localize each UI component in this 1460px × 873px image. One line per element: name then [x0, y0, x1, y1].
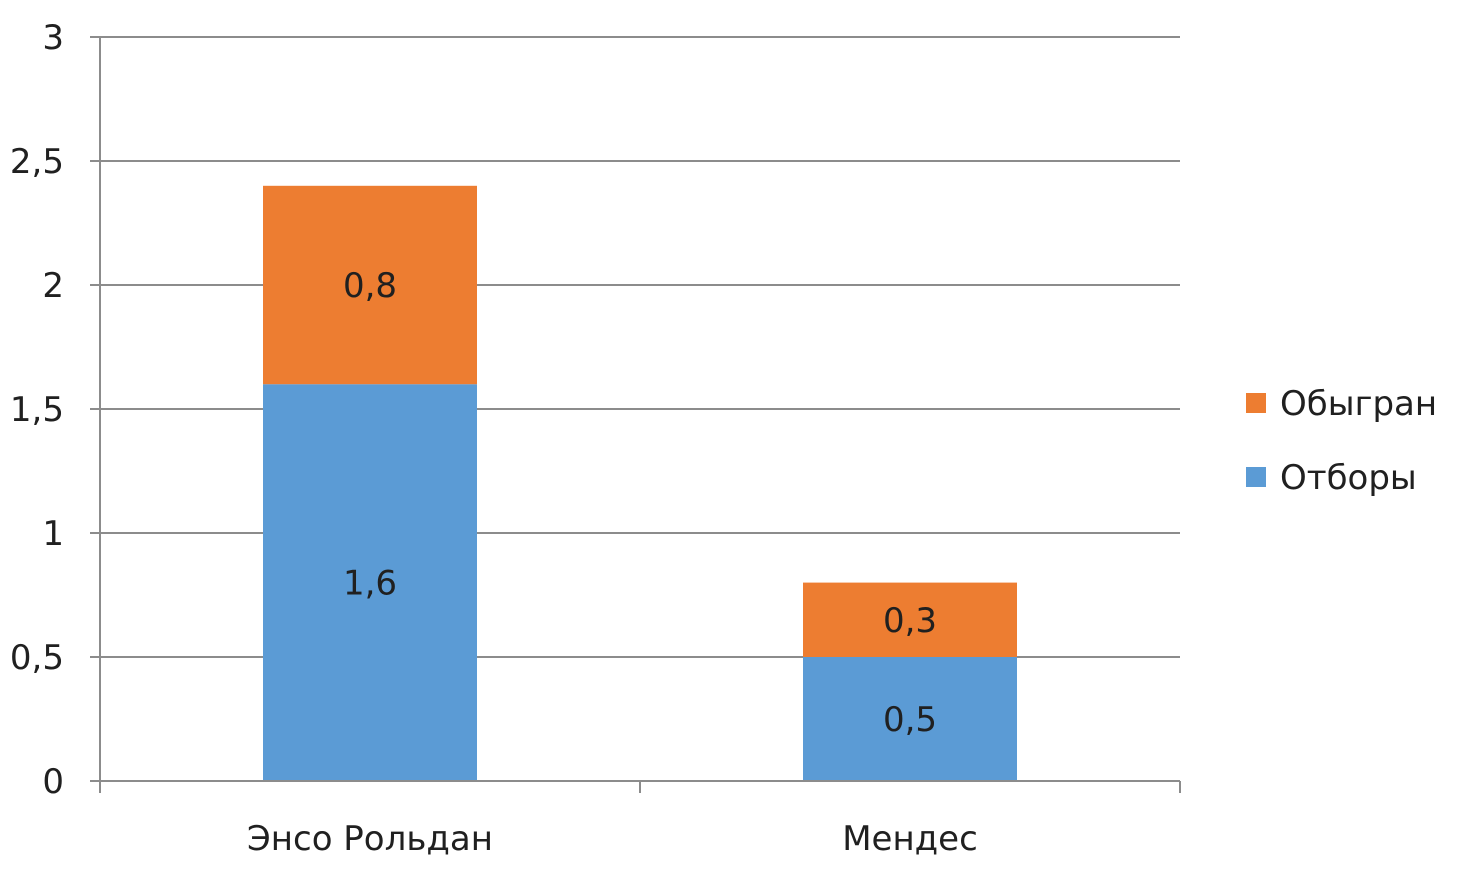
y-tick-label: 1,5: [10, 390, 64, 430]
y-tick-label: 0,5: [10, 638, 64, 678]
y-tick-label: 2: [42, 266, 64, 306]
y-tick-label: 3: [42, 18, 64, 58]
data-label: 1,6: [343, 564, 397, 604]
x-tick-label: Мендес: [842, 819, 978, 859]
bar-segment: [803, 657, 1017, 781]
legend-label: Отборы: [1280, 458, 1417, 498]
bars: 1,6 0,8 0,5 0,3: [263, 185, 1017, 781]
axes: [99, 37, 1181, 793]
y-tick-label: 1: [42, 514, 64, 554]
gridlines: [100, 36, 1180, 658]
legend: Обыгран Отборы: [1246, 384, 1437, 498]
data-label: 0,5: [883, 700, 937, 740]
y-tick-label: 2,5: [10, 142, 64, 182]
bar-segment: [263, 384, 477, 781]
legend-swatch: [1246, 393, 1266, 413]
bar-segment: [263, 185, 477, 385]
x-tick-label: Энсо Рольдан: [247, 819, 493, 859]
y-axis-ticks: 0 0,5 1 1,5 2 2,5 3: [10, 18, 100, 802]
bar-segment: [803, 582, 1017, 657]
data-label: 0,8: [343, 266, 397, 306]
x-axis-labels: Энсо Рольдан Мендес: [247, 819, 978, 859]
data-label: 0,3: [883, 601, 937, 641]
legend-label: Обыгран: [1280, 384, 1437, 424]
legend-swatch: [1246, 467, 1266, 487]
y-tick-label: 0: [42, 762, 64, 802]
